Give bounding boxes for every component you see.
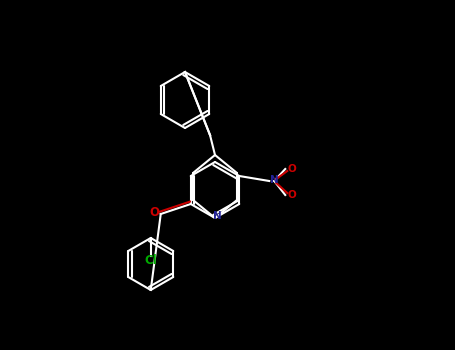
- Text: O: O: [288, 164, 297, 174]
- Text: O: O: [150, 206, 160, 219]
- Text: Cl: Cl: [144, 254, 157, 267]
- Text: O: O: [288, 190, 297, 200]
- Text: N: N: [270, 175, 278, 185]
- Text: N: N: [212, 211, 222, 221]
